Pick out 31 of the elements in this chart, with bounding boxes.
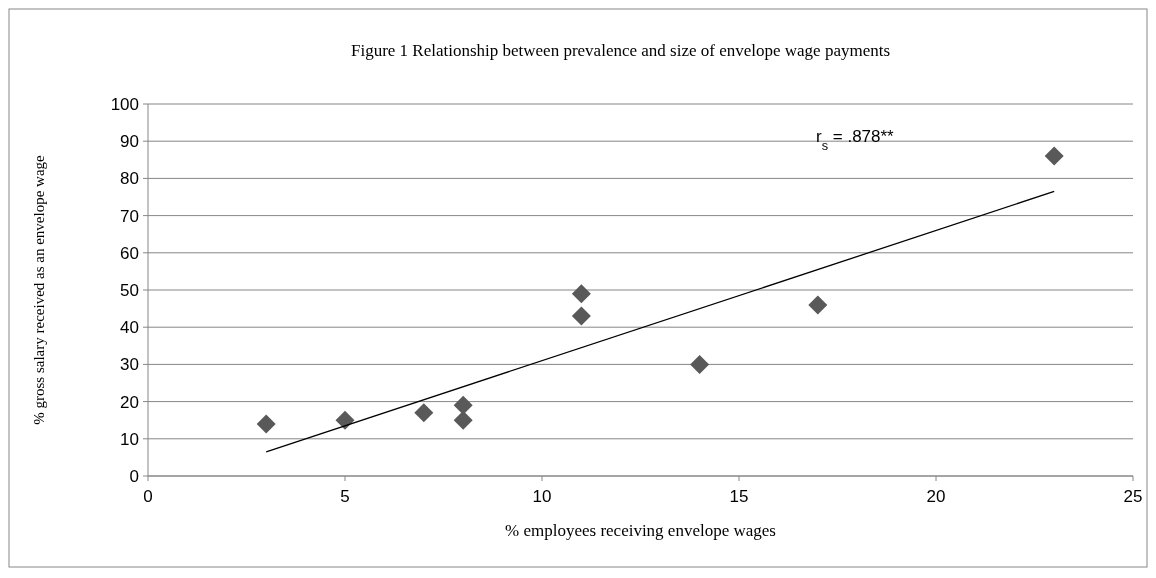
annotation: r$_{s}$ = .878**: [816, 127, 895, 153]
point: [571, 284, 591, 304]
y-tick-label: 100: [110, 94, 139, 114]
point: [414, 403, 434, 423]
y-tick-label: 40: [120, 318, 139, 338]
point: [453, 395, 473, 415]
chart-title: Figure 1 Relationship between prevalence and size of envelope wage payments: [350, 41, 891, 60]
point: [335, 410, 355, 430]
x-tick-label: 25: [1123, 487, 1143, 506]
y-axis-title: % gross salary received as an envelope wage: [31, 154, 47, 425]
point: [256, 414, 276, 434]
point: [808, 295, 828, 315]
x-tick-label: 10: [532, 487, 552, 506]
point: [690, 354, 710, 374]
y-tick-label: 90: [120, 132, 139, 152]
x-tick-label: 15: [729, 487, 749, 506]
y-tick-label: 0: [129, 466, 139, 486]
y-tick-label: 50: [120, 280, 139, 300]
y-tick-label: 80: [120, 169, 139, 189]
x-tick-label: 5: [340, 487, 350, 506]
y-tick-label: 30: [120, 355, 139, 375]
y-tick-label: 20: [120, 392, 139, 412]
point: [571, 306, 591, 326]
x-tick-label: 0: [143, 487, 153, 506]
y-tick-label: 10: [120, 429, 139, 449]
y-tick-label: 70: [120, 206, 139, 226]
point: [453, 410, 473, 430]
point: [1044, 146, 1064, 166]
y-tick-label: 60: [120, 243, 139, 263]
x-axis-title: % employees receiving envelope wages: [505, 521, 776, 540]
x-tick-label: 20: [926, 487, 946, 506]
